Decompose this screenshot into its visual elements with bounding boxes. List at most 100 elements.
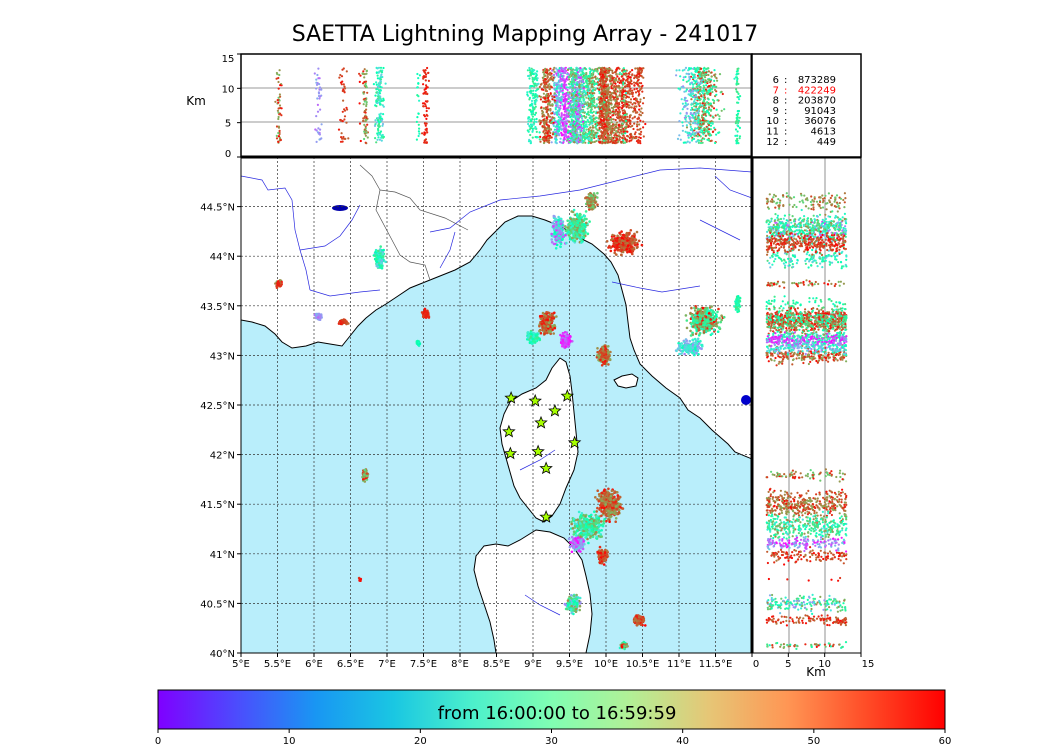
lightning-source <box>574 236 577 239</box>
lightning-source <box>579 230 582 233</box>
lightning-source <box>613 249 617 252</box>
lightning-source <box>573 600 576 603</box>
lightning-source <box>568 219 572 223</box>
lightning-source <box>690 306 693 310</box>
lightning-source-lon-alt <box>553 128 557 131</box>
lightning-source-lon-alt <box>365 101 368 104</box>
lightning-source <box>421 315 425 319</box>
lightning-source <box>559 333 562 337</box>
lightning-source-lon-alt <box>426 92 429 95</box>
lightning-source <box>596 498 599 501</box>
elba-island <box>613 373 639 389</box>
lightning-source-lon-alt <box>344 137 347 140</box>
lightning-source <box>591 528 594 531</box>
lightning-source <box>600 562 604 565</box>
lightning-source <box>580 512 584 515</box>
lightning-source <box>572 538 576 541</box>
lightning-source <box>683 352 686 356</box>
lightning-source <box>541 320 544 323</box>
lightning-source <box>625 232 628 236</box>
lightning-source-lon-alt <box>343 115 347 118</box>
lightning-source <box>526 336 530 339</box>
lightning-source <box>584 522 588 526</box>
lightning-source-lon-alt <box>374 119 377 122</box>
lightning-source <box>552 225 555 228</box>
lightning-source <box>557 224 561 228</box>
lightning-source <box>695 321 699 325</box>
lightning-source <box>602 557 605 560</box>
lightning-source <box>564 603 568 607</box>
lightning-source-lon-alt <box>415 120 418 123</box>
lightning-source-lon-alt <box>416 86 419 89</box>
lightning-source <box>703 317 706 321</box>
lightning-source-lon-alt <box>377 124 380 127</box>
lightning-source <box>558 229 561 232</box>
lightning-source-lon-alt <box>277 80 280 84</box>
lightning-source-lon-alt <box>365 129 368 132</box>
lightning-source-lon-alt <box>425 113 428 116</box>
lightning-source <box>343 319 347 323</box>
altitude-lon-panel <box>240 53 753 158</box>
lightning-source <box>689 311 692 315</box>
lightning-source <box>734 306 738 309</box>
lightning-source <box>689 347 693 351</box>
lightning-source <box>634 243 637 247</box>
lightning-source <box>423 307 427 311</box>
lightning-source <box>586 203 589 206</box>
lightning-source <box>424 314 428 317</box>
lightning-source <box>615 253 618 256</box>
lightning-source <box>599 533 603 536</box>
lightning-source-lon-alt <box>416 116 419 119</box>
map-panel <box>241 157 752 653</box>
lightning-source <box>591 208 594 211</box>
lightning-source <box>691 351 694 355</box>
lightning-source-lon-alt <box>358 122 362 125</box>
lightning-source <box>547 321 551 325</box>
lightning-source <box>596 347 599 350</box>
lightning-source-lon-alt <box>376 138 379 141</box>
lightning-source <box>698 347 702 350</box>
lightning-source <box>590 525 594 528</box>
lightning-source <box>339 322 343 326</box>
lightning-source <box>600 353 604 357</box>
lightning-source-lon-alt <box>314 128 317 131</box>
lightning-source <box>640 243 644 247</box>
lightning-source <box>568 232 572 235</box>
lightning-source <box>358 579 361 582</box>
lightning-source-lon-alt <box>277 117 280 121</box>
lightning-source <box>575 212 579 216</box>
lightning-source-lon-alt <box>417 134 420 138</box>
lightning-source-lon-alt <box>278 129 281 132</box>
lightning-source <box>709 318 712 321</box>
lightning-source <box>317 312 321 316</box>
lightning-source-lon-alt <box>557 69 561 72</box>
lightning-source <box>553 223 557 227</box>
lightning-source <box>569 608 573 611</box>
lightning-source-lon-alt <box>378 98 382 102</box>
lightning-source-lon-alt <box>421 132 424 135</box>
lightning-source <box>608 520 611 523</box>
lightning-source <box>734 302 738 306</box>
lightning-source <box>530 332 533 336</box>
lightning-source <box>604 503 607 506</box>
lightning-source-lon-alt <box>363 91 366 94</box>
lightning-source <box>636 622 639 625</box>
lightning-source <box>568 335 572 338</box>
lightning-source-lon-alt <box>364 134 367 137</box>
lightning-source <box>575 228 579 232</box>
lightning-source <box>561 238 564 241</box>
lightning-source-lon-alt <box>278 112 281 115</box>
lightning-source <box>572 602 575 606</box>
lightning-source <box>550 318 553 322</box>
lightning-source <box>737 308 740 311</box>
lightning-source-lon-alt <box>378 113 381 116</box>
lightning-source <box>553 231 557 234</box>
lightning-source <box>610 237 614 241</box>
lightning-source <box>564 234 567 237</box>
lightning-source-lon-alt <box>556 104 559 107</box>
lightning-source-lon-alt <box>557 87 560 90</box>
lightning-source-lon-alt <box>317 67 320 70</box>
lightning-source-lon-alt <box>277 87 280 90</box>
lightning-source <box>631 252 634 256</box>
lightning-source-lon-alt <box>318 138 321 141</box>
